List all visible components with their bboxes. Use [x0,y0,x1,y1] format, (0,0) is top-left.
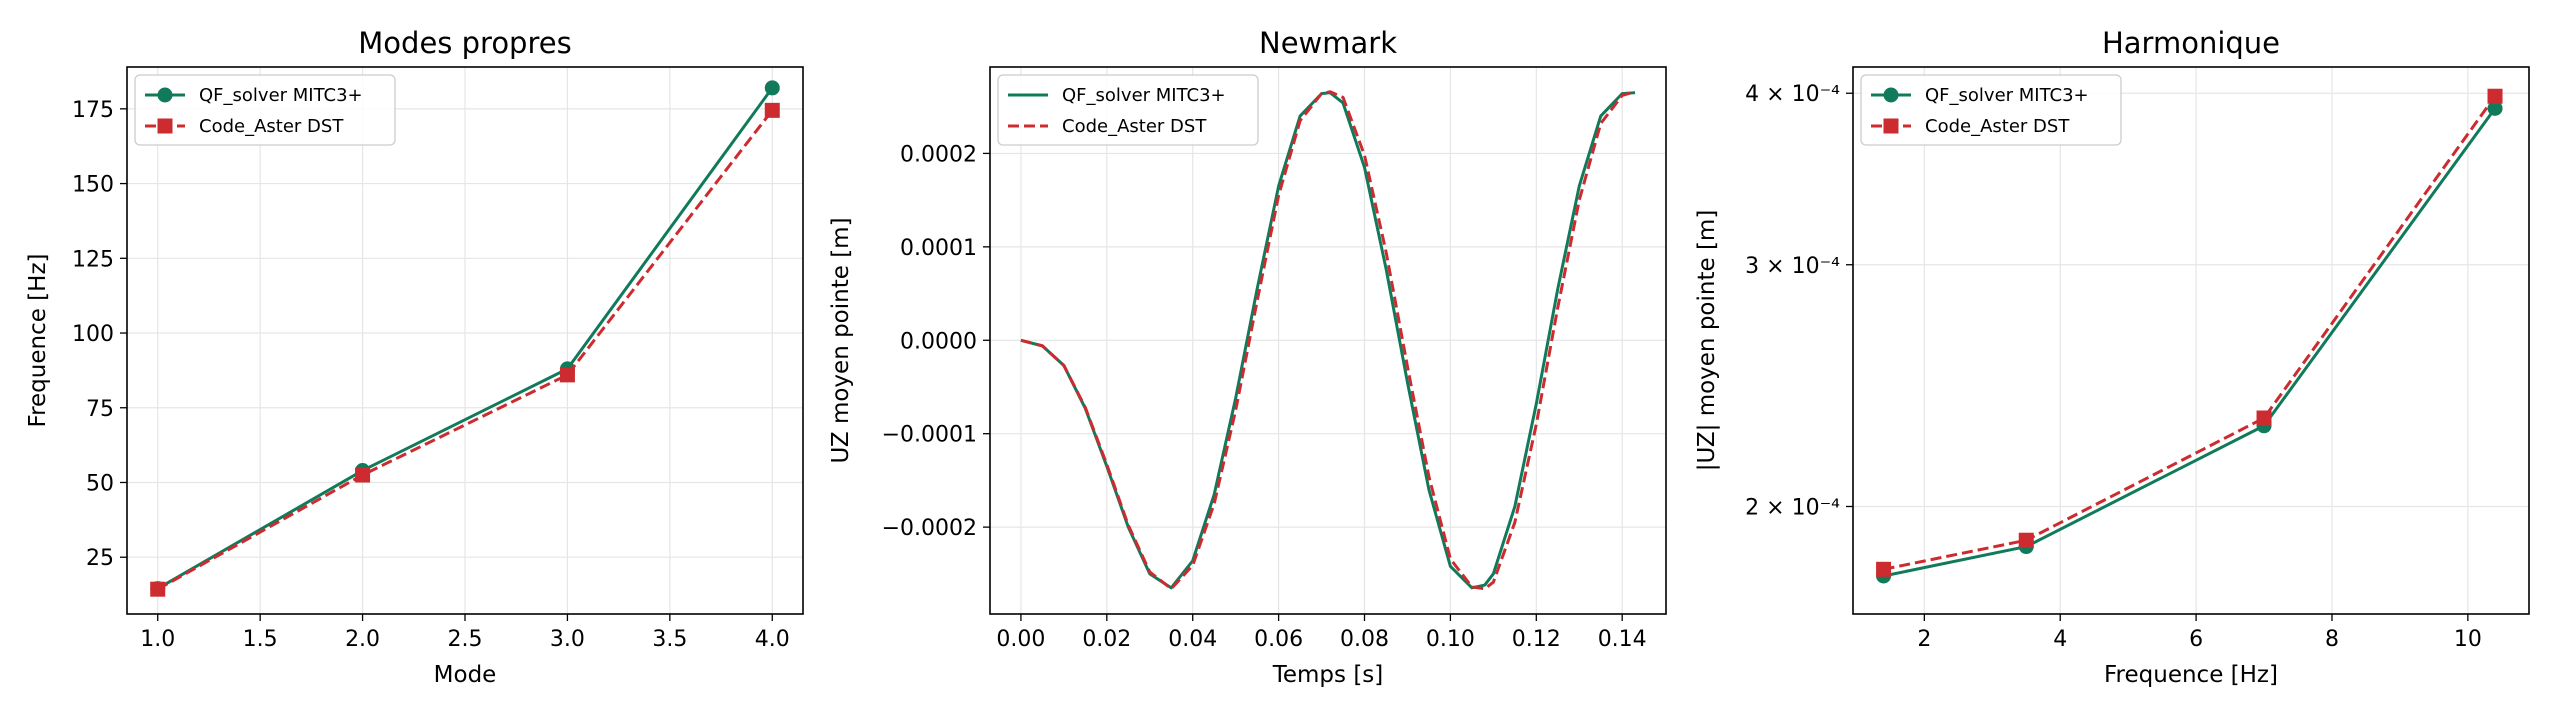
x-tick-label: 0.06 [1254,627,1303,652]
y-tick-label: 100 [72,322,114,347]
legend-marker [157,118,173,134]
chart-2: 0.00 0.02 0.04 0.06 0.08 0.10 0.12 0.14 −0.0002 −… [828,26,1667,688]
data-point [1876,561,1892,577]
series-code-aster [150,102,780,597]
x-tick-label: 2 [1917,627,1931,652]
y-tick-label: 0.0000 [900,329,977,354]
legend-box [1860,74,2122,146]
legend-label: QF_solver MITC3+ [1062,85,1226,106]
legend-marker [1883,87,1899,103]
series-qf-solver [1876,100,2503,584]
series-line [1883,107,2497,578]
x-tick-label: 0.04 [1168,627,1217,652]
data-point [2487,100,2503,116]
legend-label: Code_Aster DST [1925,116,2070,137]
data-point [150,581,166,597]
y-tick-label: 125 [72,247,114,272]
x-axis-label: Frequence [Hz] [2104,662,2278,688]
x-tick-label: 3.0 [550,627,585,652]
legend-marker [1883,118,1899,134]
data-point [559,367,575,383]
series-code-aster [1876,88,2503,577]
data-point [2018,532,2034,548]
y-tick-label: −0.0001 [882,423,977,448]
legend: QF_solver MITC3+ Code_Aster DST [997,74,1259,146]
series-line [1883,95,2497,571]
series-code-aster [1020,90,1636,591]
x-tick-label: 4.0 [755,627,790,652]
chart-title: Newmark [1259,26,1397,60]
y-tick-label: 0.0002 [900,142,977,167]
chart-3: 2 4 6 8 10 2 × 10⁻⁴ 3 × 10⁻⁴ 4 × 10⁻⁴ QF_solver … [1694,26,2530,688]
legend: QF_solver MITC3+ Code_Aster DST [134,74,396,146]
legend-box [997,74,1259,146]
y-tick-label: 175 [72,98,114,123]
x-tick-label: 8 [2325,627,2339,652]
chart-title: Harmonique [2102,26,2280,60]
grid [127,67,803,614]
x-axis-label: Mode [434,662,497,688]
y-tick-label: 50 [86,471,114,496]
series-line [1020,90,1636,591]
y-tick-label: 25 [86,546,114,571]
chart-title: Modes propres [358,26,571,60]
grid [990,67,1666,614]
x-tick-label: 4 [2053,627,2067,652]
legend-label: Code_Aster DST [199,116,344,137]
plot-frame [126,66,804,615]
x-tick-label: 1.0 [140,627,175,652]
x-tick-label: 10 [2454,627,2482,652]
legend-box [134,74,396,146]
x-tick-label: 0.10 [1426,627,1475,652]
y-tick-label: 75 [86,397,114,422]
x-tick-label: 0.12 [1512,627,1561,652]
chart-1: 1.0 1.5 2.0 2.5 3.0 3.5 4.0 25 50 75 100 125 150 175 Q… [25,26,804,688]
x-tick-label: 0.08 [1340,627,1389,652]
x-tick-label: 2.5 [448,627,483,652]
x-tick-label: 3.5 [652,627,687,652]
data-point [764,102,780,118]
x-tick-label: 0.02 [1082,627,1131,652]
y-tick-label: 150 [72,173,114,198]
y-axis-label: |UZ| moyen pointe [m] [1694,210,1720,472]
x-tick-label: 2.0 [345,627,380,652]
y-tick-label: 3 × 10⁻⁴ [1745,254,1840,279]
legend: QF_solver MITC3+ Code_Aster DST [1860,74,2122,146]
series-line [156,109,774,591]
data-point [2487,88,2503,104]
series-line [156,87,774,590]
grid [1853,67,2529,614]
y-tick-label: 4 × 10⁻⁴ [1745,82,1840,107]
x-axis-label: Temps [s] [1272,662,1384,688]
legend-marker [157,87,173,103]
legend-label: QF_solver MITC3+ [1925,85,2089,106]
x-tick-label: 6 [2189,627,2203,652]
y-tick-label: 0.0001 [900,236,977,261]
plot-frame [989,66,1667,615]
x-tick-label: 1.5 [243,627,278,652]
y-tick-label: −0.0002 [882,516,977,541]
x-tick-label: 0.14 [1598,627,1647,652]
y-tick-label: 2 × 10⁻⁴ [1745,495,1840,520]
legend-label: QF_solver MITC3+ [199,85,363,106]
data-point [355,467,371,483]
data-point [2256,410,2272,426]
y-axis-label: Frequence [Hz] [25,254,51,428]
plot-frame [1852,66,2530,615]
legend-label: Code_Aster DST [1062,116,1207,137]
data-point [764,80,780,96]
y-axis-label: UZ moyen pointe [m] [828,217,854,463]
x-tick-label: 0.00 [996,627,1045,652]
